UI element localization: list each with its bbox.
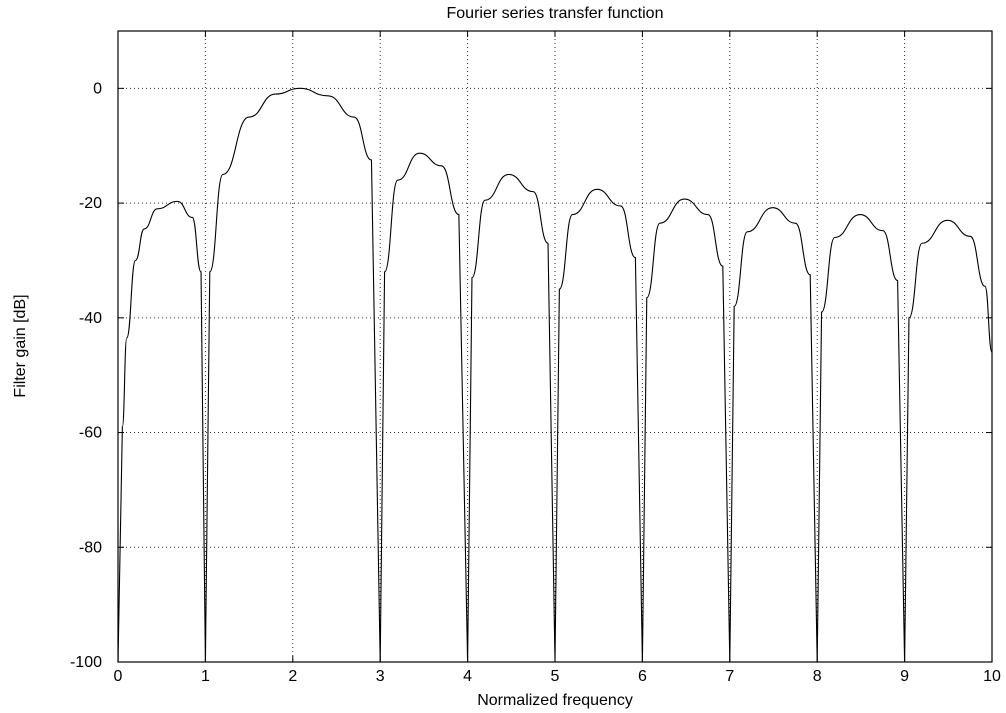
x-tick-label: 5 [551,668,560,685]
y-tick-label: 0 [93,80,102,97]
x-tick-label: 8 [813,668,822,685]
y-tick-label: -40 [79,310,102,327]
x-tick-label: 7 [725,668,734,685]
y-tick-label: -20 [79,195,102,212]
axis-ticks: 0 1 2 3 4 5 6 7 8 9 10 0 -20 -40 -60 -80 -100 [70,31,1001,685]
y-tick-label: -60 [79,425,102,442]
series-line [117,87,993,663]
x-tick-label: 3 [376,668,385,685]
x-tick-label: 9 [900,668,909,685]
grid [118,31,992,662]
x-tick-label: 2 [288,668,297,685]
x-tick-label: 10 [983,668,1001,685]
x-tick-label: 1 [201,668,210,685]
y-tick-label: -100 [70,654,102,671]
chart-title: Fourier series transfer function [447,5,664,22]
x-axis-label: Normalized frequency [477,692,633,709]
x-tick-label: 0 [114,668,123,685]
y-axis-label: Filter gain [dB] [12,294,29,397]
y-tick-label: -80 [79,539,102,556]
x-tick-label: 4 [463,668,472,685]
x-tick-label: 6 [638,668,647,685]
